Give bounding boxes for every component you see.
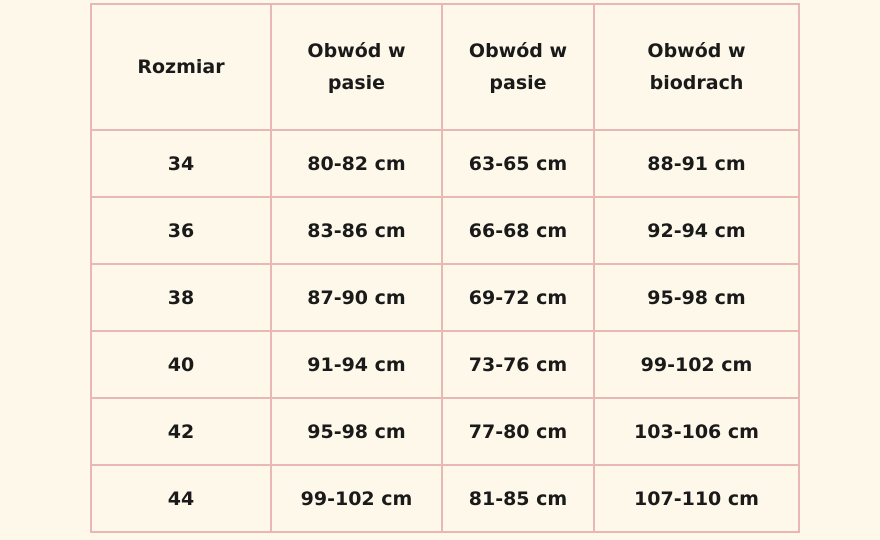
table-cell: 95-98 cm [593,263,800,332]
table-cell: 99-102 cm [593,330,800,399]
table-cell: 91-94 cm [270,330,443,399]
table-cell: 40 [90,330,272,399]
table-cell: 80-82 cm [270,129,443,198]
table-cell: 88-91 cm [593,129,800,198]
table-cell: 63-65 cm [441,129,595,198]
header-cell: Obwód w pasie [270,3,443,131]
table-head: Rozmiar Obwód w pasie Obwód w pasie Obwód w… [90,3,800,131]
table-cell: 83-86 cm [270,196,443,265]
table-row: 38 87-90 cm 69-72 cm 95-98 cm [90,263,800,332]
table-cell: 42 [90,397,272,466]
table-cell: 87-90 cm [270,263,443,332]
table-cell: 44 [90,464,272,533]
header-text: Rozmiar [137,56,225,78]
table-row: 42 95-98 cm 77-80 cm 103-106 cm [90,397,800,466]
table-cell: 36 [90,196,272,265]
table-row: 34 80-82 cm 63-65 cm 88-91 cm [90,129,800,198]
table-cell: 38 [90,263,272,332]
table-cell: 73-76 cm [441,330,595,399]
table-cell: 103-106 cm [593,397,800,466]
header-text: Obwód w biodrach [647,40,746,94]
table-cell: 69-72 cm [441,263,595,332]
table-row: 44 99-102 cm 81-85 cm 107-110 cm [90,464,800,533]
table-cell: 95-98 cm [270,397,443,466]
table-row: 40 91-94 cm 73-76 cm 99-102 cm [90,330,800,399]
table-cell: 107-110 cm [593,464,800,533]
table-body: 34 80-82 cm 63-65 cm 88-91 cm 36 83-86 cm 66-6… [90,129,800,533]
header-row: Rozmiar Obwód w pasie Obwód w pasie Obwód w… [90,3,800,131]
header-cell: Obwód w biodrach [593,3,800,131]
table-cell: 92-94 cm [593,196,800,265]
table-cell: 34 [90,129,272,198]
table-cell: 81-85 cm [441,464,595,533]
header-cell: Obwód w pasie [441,3,595,131]
header-text: Obwód w pasie [468,40,568,94]
table-cell: 99-102 cm [270,464,443,533]
table-row: 36 83-86 cm 66-68 cm 92-94 cm [90,196,800,265]
size-table: Rozmiar Obwód w pasie Obwód w pasie Obwód w… [90,3,800,533]
header-cell: Rozmiar [90,3,272,131]
header-text: Obwód w pasie [307,40,406,94]
table-cell: 66-68 cm [441,196,595,265]
table-cell: 77-80 cm [441,397,595,466]
